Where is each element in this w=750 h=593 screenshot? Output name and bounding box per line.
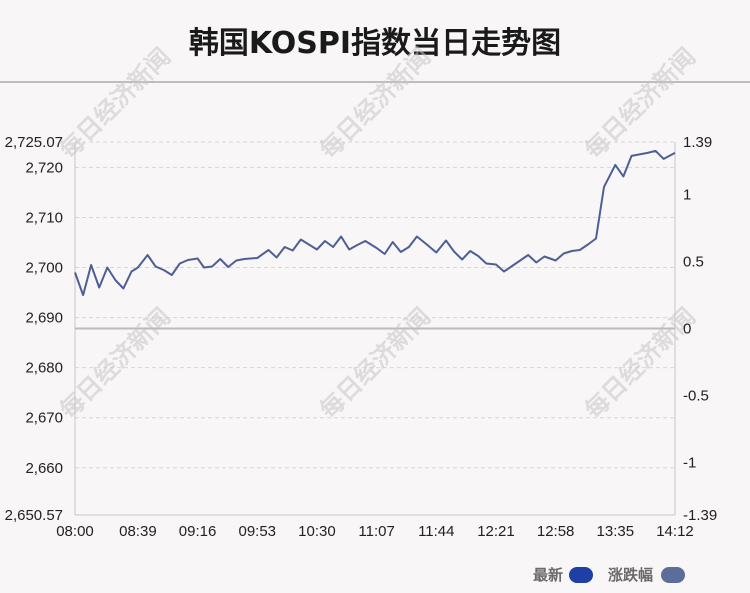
series-layer: [74, 149, 676, 297]
left-tick-label: 2,710: [25, 209, 63, 226]
right-tick-label: 0.5: [683, 253, 704, 270]
x-tick-label: 14:12: [656, 523, 694, 540]
watermark-text: 每日经济新闻: [314, 303, 436, 425]
series-line: [74, 149, 676, 297]
left-tick-label: 2,700: [25, 260, 63, 277]
left-axis-ticks: 2,725.07 2,720 2,710 2,700 2,690 2,680 2,670 2,…: [5, 134, 63, 524]
x-tick-label: 08:39: [119, 523, 157, 540]
left-tick-label: 2,720: [25, 159, 63, 176]
x-axis-ticks: 08:00 08:39 09:16 09:53 10:30 11:07 11:44 12:21…: [56, 523, 694, 540]
legend-swatch: [661, 567, 685, 583]
legend: 最新 涨跌幅: [533, 566, 685, 584]
right-tick-label: -0.5: [683, 388, 709, 405]
x-tick-label: 09:53: [238, 523, 276, 540]
left-tick-label: 2,650.57: [5, 507, 63, 524]
x-tick-label: 11:44: [418, 523, 454, 540]
right-tick-label: 1.39: [683, 134, 712, 151]
axes: [74, 142, 676, 516]
watermark-text: 每日经济新闻: [54, 43, 176, 165]
right-tick-label: 1: [683, 186, 691, 203]
x-tick-label: 08:00: [56, 523, 94, 540]
legend-label: 最新: [533, 566, 563, 584]
x-tick-label: 11:07: [358, 523, 394, 540]
title-divider: [0, 81, 750, 83]
x-tick-label: 12:21: [477, 523, 515, 540]
left-tick-label: 2,670: [25, 410, 63, 427]
right-tick-label: -1: [683, 455, 696, 472]
left-tick-label: 2,725.07: [5, 134, 63, 151]
right-tick-label: -1.39: [683, 507, 717, 524]
right-tick-label: 0: [683, 321, 691, 338]
x-tick-label: 09:16: [179, 523, 217, 540]
left-tick-label: 2,660: [25, 460, 63, 477]
x-tick-label: 10:30: [298, 523, 336, 540]
x-tick-label: 13:35: [597, 523, 635, 540]
watermark-text: 每日经济新闻: [314, 43, 436, 165]
legend-swatch: [569, 567, 593, 583]
left-tick-label: 2,690: [25, 310, 63, 327]
right-axis-ticks: 1.39 1 0.5 0 -0.5 -1 -1.39: [683, 134, 717, 524]
left-tick-label: 2,680: [25, 360, 63, 377]
x-tick-label: 12:58: [537, 523, 575, 540]
watermark-text: 每日经济新闻: [54, 303, 176, 425]
chart-title: 韩国KOSPI指数当日走势图: [188, 26, 562, 61]
legend-label: 涨跌幅: [608, 566, 653, 584]
